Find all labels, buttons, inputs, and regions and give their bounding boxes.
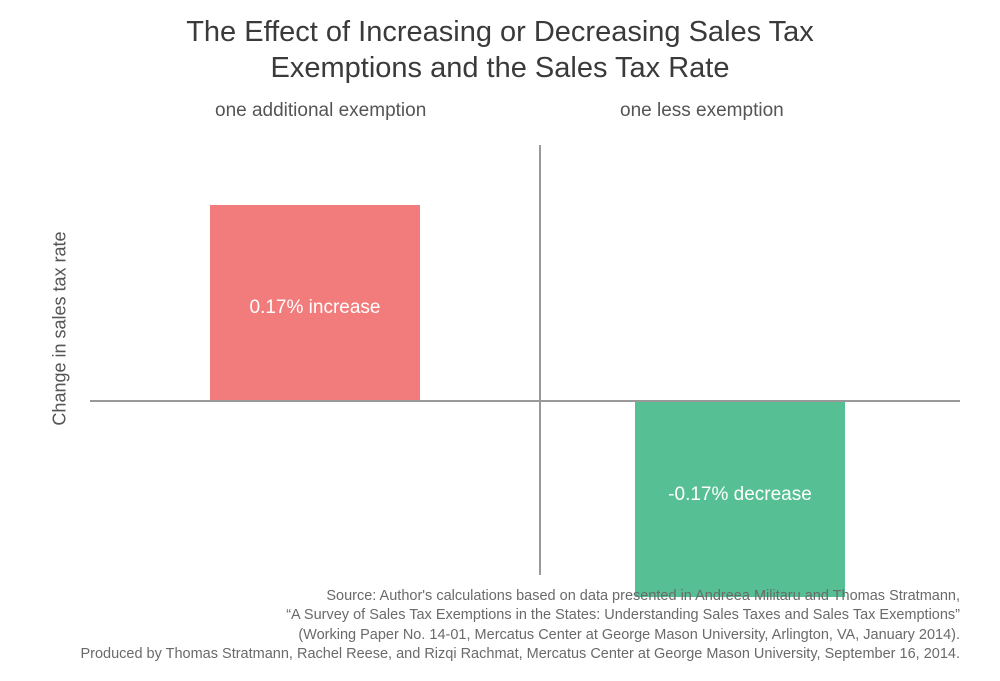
- chart-title: The Effect of Increasing or Decreasing S…: [0, 14, 1000, 87]
- footnote-line4: Produced by Thomas Stratmann, Rachel Ree…: [80, 645, 960, 665]
- bar-additional-exemption: 0.17% increase: [210, 205, 420, 400]
- category-label-less: one less exemption: [620, 100, 784, 122]
- chart-title-line1: The Effect of Increasing or Decreasing S…: [186, 16, 814, 48]
- chart-plot: 0.17% increase -0.17% decrease: [90, 145, 960, 575]
- source-footnote: Source: Author's calculations based on d…: [80, 587, 960, 665]
- y-axis-line: [539, 145, 541, 575]
- bar-label-additional: 0.17% increase: [210, 297, 420, 319]
- footnote-line2: “A Survey of Sales Tax Exemptions in the…: [80, 606, 960, 626]
- bar-less-exemption: -0.17% decrease: [635, 402, 845, 597]
- chart-title-line2: Exemptions and the Sales Tax Rate: [271, 52, 730, 84]
- footnote-line1: Source: Author's calculations based on d…: [80, 587, 960, 607]
- footnote-line3: (Working Paper No. 14-01, Mercatus Cente…: [80, 626, 960, 646]
- category-label-additional: one additional exemption: [215, 100, 426, 122]
- bar-label-less: -0.17% decrease: [635, 484, 845, 506]
- y-axis-label: Change in sales tax rate: [50, 229, 71, 429]
